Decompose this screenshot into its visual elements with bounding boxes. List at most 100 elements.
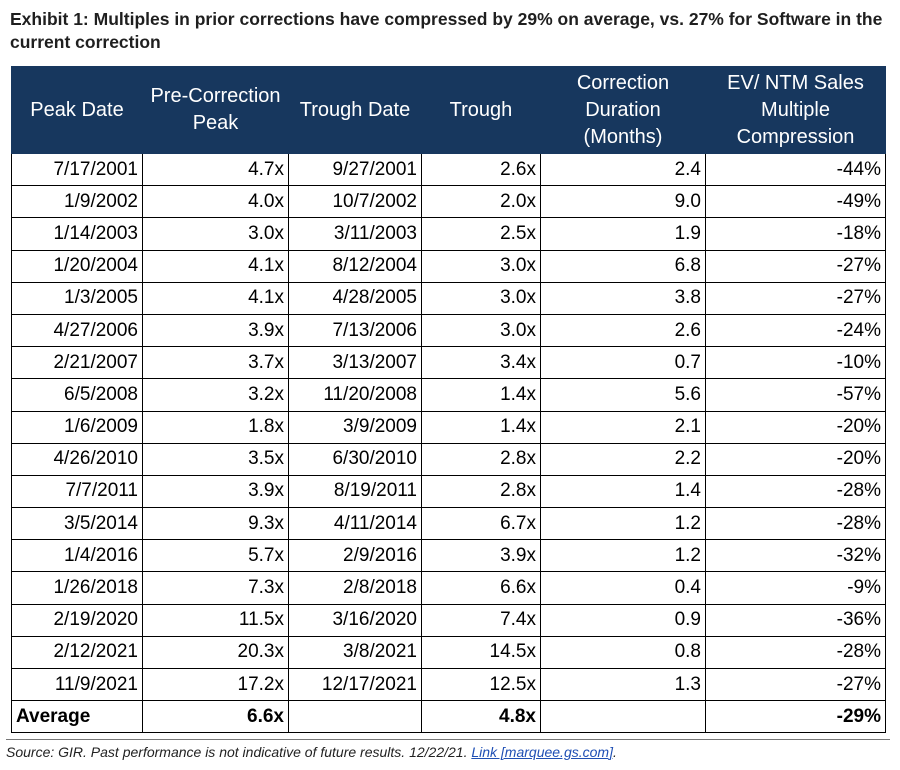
table-row: 1/3/2005 4.1x 4/28/2005 3.0x 3.8 -27% [11,281,886,315]
cell-trough-date: 2/8/2018 [288,571,422,605]
cell-compression: -28% [705,474,886,509]
cell-duration: 1.2 [540,507,706,541]
average-cell-duration [540,700,706,734]
cell-duration: 6.8 [540,249,706,283]
cell-pre-correction-peak: 20.3x [142,635,289,670]
cell-trough-date: 3/16/2020 [288,603,422,637]
cell-compression: -28% [705,507,886,541]
source-link[interactable]: Link [marquee.gs.com] [471,744,613,760]
source-text: Source: GIR. Past performance is not ind… [6,744,472,760]
table-row: 6/5/2008 3.2x 11/20/2008 1.4x 5.6 -57% [11,378,886,412]
cell-peak-date: 2/21/2007 [11,346,143,380]
cell-pre-correction-peak: 7.3x [142,571,289,605]
cell-trough-date: 4/28/2005 [288,281,422,315]
average-cell-trough: 4.8x [421,700,541,734]
table-row: 2/19/2020 11.5x 3/16/2020 7.4x 0.9 -36% [11,603,886,637]
table-row: 7/17/2001 4.7x 9/27/2001 2.6x 2.4 -44% [11,152,886,187]
cell-trough-date: 6/30/2010 [288,442,422,476]
cell-peak-date: 1/14/2003 [11,217,143,251]
cell-pre-correction-peak: 17.2x [142,667,289,702]
cell-trough: 3.4x [421,346,541,380]
source-divider [6,739,890,740]
cell-trough-date: 3/8/2021 [288,635,422,670]
cell-trough-date: 4/11/2014 [288,507,422,541]
cell-pre-correction-peak: 4.1x [142,281,289,315]
cell-trough-date: 3/11/2003 [288,217,422,251]
header-peak-date: Peak Date [11,66,143,154]
cell-duration: 1.9 [540,217,706,251]
cell-compression: -18% [705,217,886,251]
cell-trough: 2.8x [421,442,541,476]
cell-peak-date: 11/9/2021 [11,667,143,702]
cell-trough: 2.5x [421,217,541,251]
cell-pre-correction-peak: 3.5x [142,442,289,476]
table-row: 4/27/2006 3.9x 7/13/2006 3.0x 2.6 -24% [11,313,886,348]
cell-peak-date: 4/27/2006 [11,313,143,348]
cell-trough: 7.4x [421,603,541,637]
cell-trough-date: 12/17/2021 [288,667,422,702]
cell-compression: -44% [705,152,886,187]
cell-pre-correction-peak: 4.1x [142,249,289,283]
cell-duration: 0.4 [540,571,706,605]
average-row: Average 6.6x 4.8x -29% [11,700,886,734]
cell-compression: -49% [705,185,886,219]
cell-pre-correction-peak: 3.2x [142,378,289,412]
cell-trough: 6.6x [421,571,541,605]
cell-pre-correction-peak: 4.7x [142,152,289,187]
cell-trough: 1.4x [421,378,541,412]
cell-compression: -20% [705,442,886,476]
cell-duration: 1.3 [540,667,706,702]
cell-duration: 1.2 [540,539,706,573]
cell-trough: 6.7x [421,507,541,541]
cell-peak-date: 1/3/2005 [11,281,143,315]
cell-trough: 14.5x [421,635,541,670]
table-row: 11/9/2021 17.2x 12/17/2021 12.5x 1.3 -27% [11,667,886,702]
cell-pre-correction-peak: 3.0x [142,217,289,251]
cell-peak-date: 2/19/2020 [11,603,143,637]
table-row: 4/26/2010 3.5x 6/30/2010 2.8x 2.2 -20% [11,442,886,476]
cell-peak-date: 1/4/2016 [11,539,143,573]
cell-pre-correction-peak: 4.0x [142,185,289,219]
table-row: 1/26/2018 7.3x 2/8/2018 6.6x 0.4 -9% [11,571,886,605]
cell-trough: 3.0x [421,249,541,283]
cell-trough: 3.0x [421,313,541,348]
cell-duration: 1.4 [540,474,706,509]
cell-compression: -27% [705,249,886,283]
cell-peak-date: 1/26/2018 [11,571,143,605]
cell-pre-correction-peak: 9.3x [142,507,289,541]
cell-duration: 3.8 [540,281,706,315]
cell-trough-date: 8/19/2011 [288,474,422,509]
header-multiple-compression: EV/ NTM Sales Multiple Compression [705,66,886,154]
cell-trough: 12.5x [421,667,541,702]
average-cell-compression: -29% [705,700,886,734]
cell-duration: 0.7 [540,346,706,380]
cell-duration: 9.0 [540,185,706,219]
cell-duration: 2.4 [540,152,706,187]
table-row: 7/7/2011 3.9x 8/19/2011 2.8x 1.4 -28% [11,474,886,509]
cell-compression: -27% [705,667,886,702]
cell-pre-correction-peak: 3.9x [142,313,289,348]
cell-compression: -57% [705,378,886,412]
cell-trough: 2.0x [421,185,541,219]
source-note: Source: GIR. Past performance is not ind… [6,744,617,760]
average-cell-trough-date [288,700,422,734]
cell-compression: -36% [705,603,886,637]
cell-trough: 2.8x [421,474,541,509]
header-pre-correction-peak: Pre-Correction Peak [142,66,289,154]
cell-trough: 2.6x [421,152,541,187]
average-cell-pre-correction-peak: 6.6x [142,700,289,734]
cell-compression: -24% [705,313,886,348]
cell-trough-date: 9/27/2001 [288,152,422,187]
cell-pre-correction-peak: 1.8x [142,410,289,444]
cell-compression: -27% [705,281,886,315]
cell-peak-date: 7/7/2011 [11,474,143,509]
cell-duration: 2.2 [540,442,706,476]
exhibit-title: Exhibit 1: Multiples in prior correction… [10,9,883,52]
cell-trough: 3.0x [421,281,541,315]
cell-peak-date: 3/5/2014 [11,507,143,541]
table-row: 1/14/2003 3.0x 3/11/2003 2.5x 1.9 -18% [11,217,886,251]
cell-compression: -32% [705,539,886,573]
header-row: Peak Date Pre-Correction Peak Trough Dat… [11,66,886,154]
cell-compression: -9% [705,571,886,605]
header-trough: Trough [421,66,541,154]
